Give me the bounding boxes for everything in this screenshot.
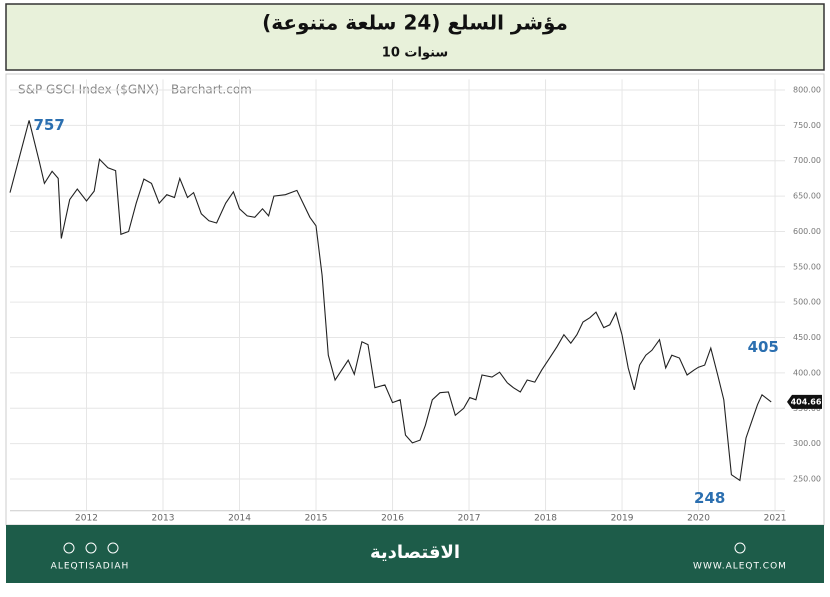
y-tick-label: 800.00 <box>793 86 821 95</box>
annotation: 248 <box>694 489 725 507</box>
x-tick-label: 2018 <box>534 514 557 524</box>
plot: 250.00300.00350.00400.00450.00500.00550.… <box>9 79 822 524</box>
x-tick-label: 2012 <box>75 514 98 524</box>
footer-bar <box>6 525 824 583</box>
y-tick-label: 300.00 <box>793 439 821 448</box>
x-tick-label: 2013 <box>152 514 175 524</box>
x-tick-label: 2017 <box>458 514 481 524</box>
x-tick-label: 2019 <box>611 514 634 524</box>
y-tick-label: 450.00 <box>793 333 821 342</box>
header-box <box>5 3 825 71</box>
price-tag-label: 404.66 <box>791 397 822 406</box>
x-tick-label: 2015 <box>305 514 328 524</box>
social-icons <box>63 542 746 554</box>
y-tick-label: 500.00 <box>793 298 821 307</box>
source: S&P GSCI Index ($GNX) - Barchart.com <box>18 83 252 97</box>
plot-frame <box>5 73 825 526</box>
chart-title: مؤشر السلع (24 سلعة متنوعة) <box>262 11 568 35</box>
y-tick-label: 700.00 <box>793 156 821 165</box>
price-tag <box>787 394 822 409</box>
y-tick-label: 400.00 <box>793 368 821 377</box>
y-tick-label: 650.00 <box>793 192 821 201</box>
y-tick-label: 750.00 <box>793 121 821 130</box>
footer-logo: الاقتصادية <box>370 542 460 563</box>
annotation: 757 <box>33 116 64 134</box>
x-tick-label: 2016 <box>381 514 404 524</box>
x-tick-label: 2014 <box>228 514 251 524</box>
x-tick-label: 2020 <box>687 514 710 524</box>
price-line <box>9 120 772 482</box>
y-tick-label: 600.00 <box>793 227 821 236</box>
footer-right: WWW.ALEQT.COM <box>693 562 787 572</box>
chart-subtitle: 10 سنوات <box>382 46 448 61</box>
y-tick-label: 550.00 <box>793 262 821 271</box>
footer-left: ALEQTISADIAH <box>51 562 130 572</box>
annotation: 405 <box>748 338 779 356</box>
y-tick-label: 250.00 <box>793 474 821 483</box>
x-tick-label: 2021 <box>764 514 787 524</box>
